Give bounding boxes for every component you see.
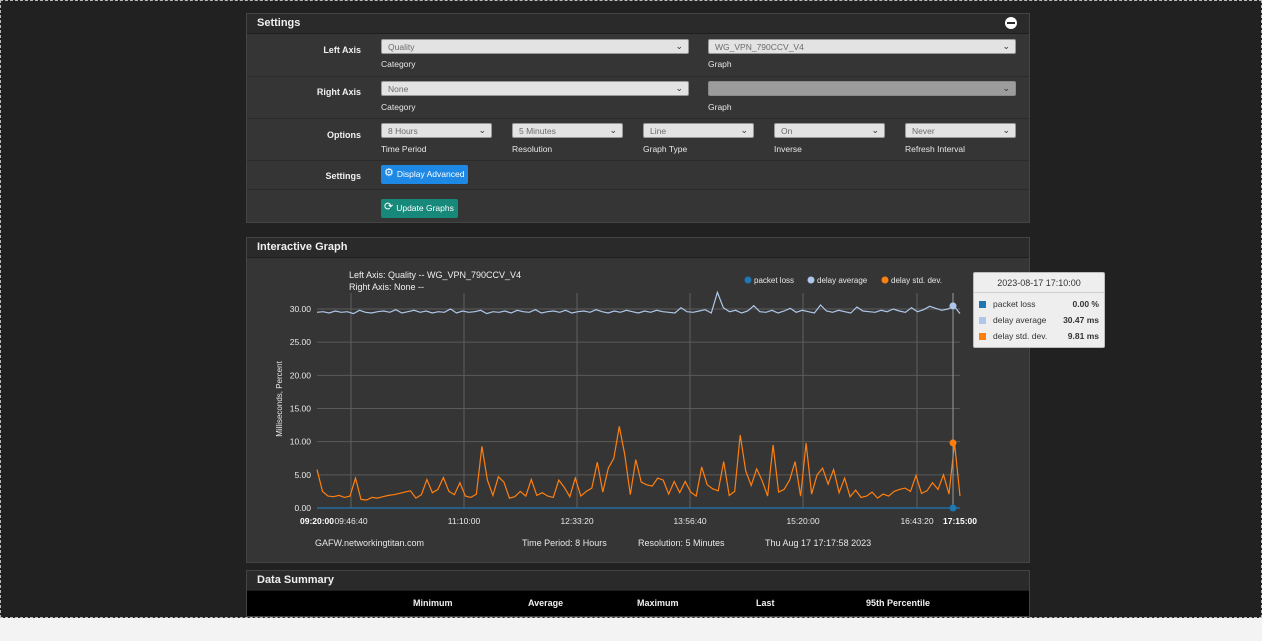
tooltip-row-packet-loss: packet loss 0.00 % [979, 299, 1101, 311]
tooltip-row-delay-std-dev: delay std. dev. 9.81 ms [979, 331, 1101, 343]
refresh-interval-value: Never [912, 126, 935, 136]
settings-row: Settings ⚙ Display Advanced [247, 161, 1029, 190]
tooltip-date: 2023-08-17 17:10:00 [974, 273, 1104, 293]
tooltip-swatch [979, 317, 986, 324]
time-period-value: 8 Hours [388, 126, 418, 136]
left-axis-label: Left Axis [323, 45, 361, 55]
tooltip-series-value: 0.00 % [1072, 299, 1099, 309]
refresh-icon: ⟳ [384, 201, 394, 213]
resolution-select[interactable]: 5 Minutes ⌄ [512, 123, 623, 138]
refresh-interval-select[interactable]: Never ⌄ [905, 123, 1016, 138]
tooltip-swatch [979, 333, 986, 340]
inverse-caption: Inverse [774, 144, 802, 154]
tooltip-row-delay-average: delay average 30.47 ms [979, 315, 1101, 327]
chevron-down-icon: ⌄ [1002, 41, 1010, 51]
right-axis-label: Right Axis [316, 87, 361, 97]
chevron-down-icon: ⌄ [609, 125, 617, 135]
settings-row-label: Settings [325, 171, 361, 181]
settings-panel-header: Settings [247, 14, 1029, 34]
col-average: Average [528, 598, 564, 608]
right-axis-category-select[interactable]: None ⌄ [381, 81, 689, 96]
summary-panel-header: Data Summary [247, 571, 1029, 591]
right-axis-graph-caption: Graph [708, 102, 732, 112]
tooltip-series-value: 9.81 ms [1067, 331, 1099, 341]
minus-circle-icon[interactable] [1005, 17, 1017, 29]
right-axis-graph-select[interactable]: ⌄ [708, 81, 1016, 96]
options-label: Options [327, 130, 361, 140]
tooltip-series-name: delay std. dev. [993, 331, 1048, 341]
right-axis-row: Right Axis None ⌄ Category ⌄ Graph [247, 77, 1029, 119]
summary-table-header: Minimum Average Maximum Last 95th Percen… [247, 591, 1029, 616]
graph-type-select[interactable]: Line ⌄ [643, 123, 754, 138]
tooltip-series-value: 30.47 ms [1063, 315, 1099, 325]
left-axis-graph-caption: Graph [708, 59, 732, 69]
chevron-down-icon: ⌄ [675, 83, 683, 93]
tooltip-series-name: delay average [993, 315, 1047, 325]
left-axis-category-value: Quality [388, 42, 415, 52]
graph-title: Interactive Graph [257, 241, 348, 253]
chevron-down-icon: ⌄ [478, 125, 486, 135]
graph-type-caption: Graph Type [643, 144, 688, 154]
chevron-down-icon: ⌄ [1002, 83, 1010, 93]
footer-host: GAFW.networkingtitan.com [315, 538, 425, 548]
options-row: Options 8 Hours ⌄ Time Period 5 Minutes … [247, 119, 1029, 161]
inverse-select[interactable]: On ⌄ [774, 123, 885, 138]
settings-title: Settings [257, 17, 301, 29]
chevron-down-icon: ⌄ [675, 41, 683, 51]
display-advanced-label: Display Advanced [396, 169, 465, 179]
col-maximum: Maximum [637, 598, 679, 608]
left-axis-category-select[interactable]: Quality ⌄ [381, 39, 689, 54]
tooltip-swatch [979, 301, 986, 308]
display-advanced-button[interactable]: ⚙ Display Advanced [381, 165, 469, 184]
right-axis-category-caption: Category [381, 102, 416, 112]
update-row: ⟳ Update Graphs [247, 190, 1029, 222]
col-minimum: Minimum [413, 598, 453, 608]
left-axis-row: Left Axis Quality ⌄ Category WG_VPN_790C… [247, 34, 1029, 77]
app-frame: Settings Left Axis Quality ⌄ Category WG… [0, 0, 1262, 618]
col-last: Last [756, 598, 775, 608]
tooltip-series-name: packet loss [993, 299, 1036, 309]
refresh-interval-caption: Refresh Interval [905, 144, 965, 154]
left-axis-graph-value: WG_VPN_790CCV_V4 [715, 42, 804, 52]
chevron-down-icon: ⌄ [1002, 125, 1010, 135]
chevron-down-icon: ⌄ [740, 125, 748, 135]
graph-type-value: Line [650, 126, 667, 136]
inverse-value: On [781, 126, 793, 136]
left-axis-category-caption: Category [381, 59, 416, 69]
time-period-select[interactable]: 8 Hours ⌄ [381, 123, 492, 138]
footer-resolution: Resolution: 5 Minutes [638, 538, 725, 548]
interactive-graph-panel: Interactive Graph [246, 237, 1030, 563]
left-axis-graph-select[interactable]: WG_VPN_790CCV_V4 ⌄ [708, 39, 1016, 54]
data-summary-panel: Data Summary Minimum Average Maximum Las… [246, 570, 1030, 617]
footer-date: Thu Aug 17 17:17:58 2023 [765, 538, 872, 548]
settings-panel: Settings Left Axis Quality ⌄ Category WG… [246, 13, 1030, 223]
update-graphs-label: Update Graphs [396, 203, 454, 213]
update-graphs-button[interactable]: ⟳ Update Graphs [381, 199, 458, 218]
right-axis-category-value: None [388, 84, 409, 94]
col-95th-percentile: 95th Percentile [866, 598, 931, 608]
graph-panel-header: Interactive Graph [247, 238, 1029, 258]
footer-time-period: Time Period: 8 Hours [522, 538, 607, 548]
summary-title: Data Summary [257, 574, 335, 586]
resolution-value: 5 Minutes [519, 126, 556, 136]
chevron-down-icon: ⌄ [871, 125, 879, 135]
chart-tooltip: 2023-08-17 17:10:00 packet loss 0.00 % d… [973, 272, 1105, 348]
gear-icon: ⚙ [384, 167, 394, 179]
resolution-caption: Resolution [512, 144, 553, 154]
time-period-caption: Time Period [381, 144, 427, 154]
